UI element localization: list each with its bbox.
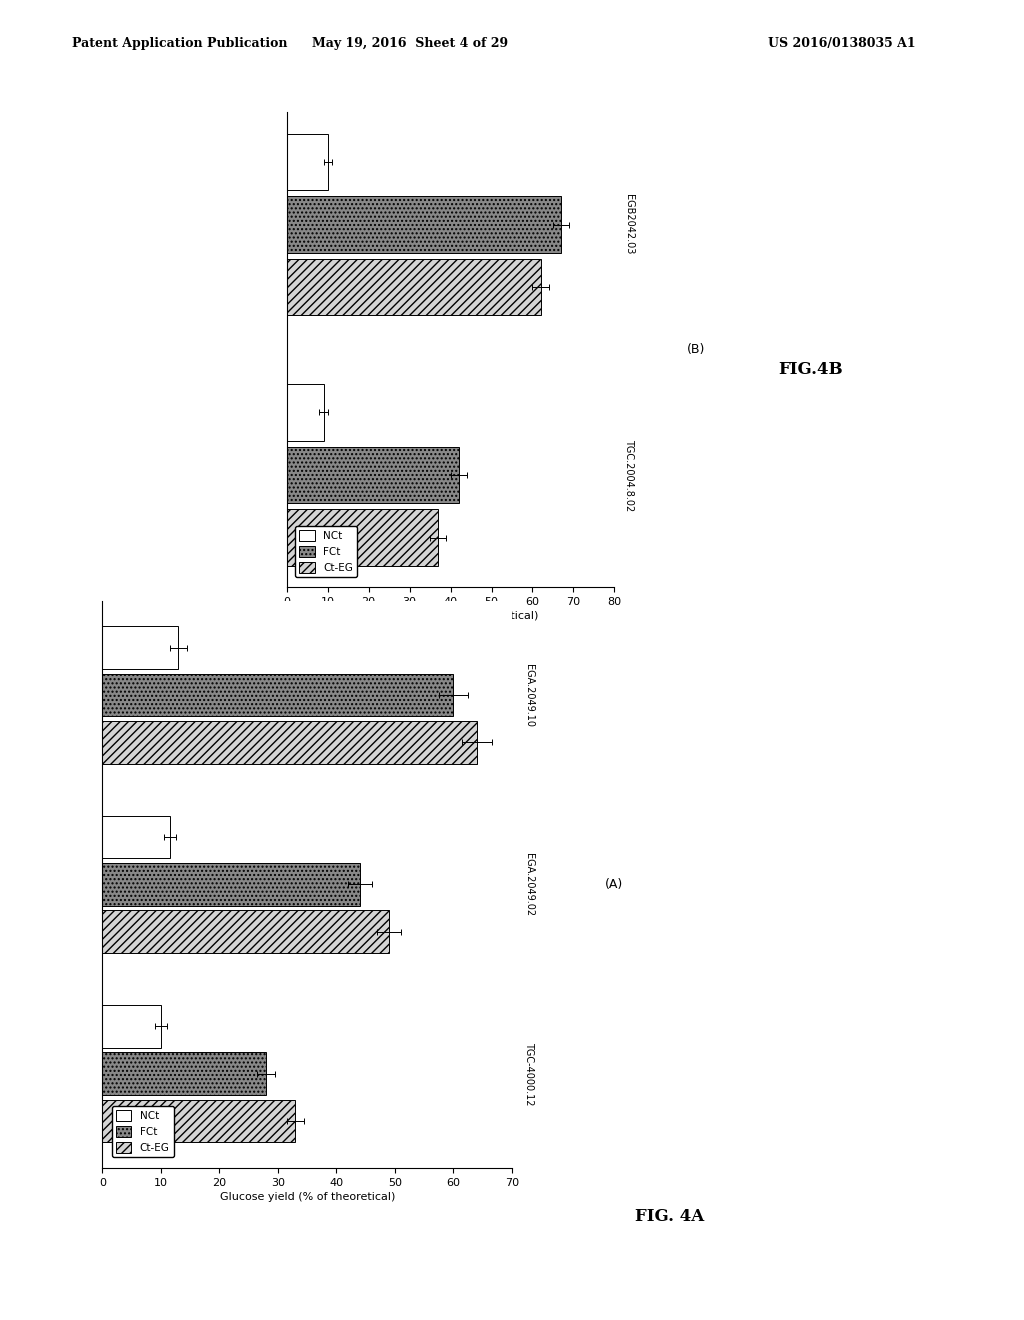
Text: TGC.2004.8.02: TGC.2004.8.02 [625,438,634,511]
Text: EGB2042.03: EGB2042.03 [625,194,634,255]
Bar [102,816,170,858]
Text: (A): (A) [605,878,624,891]
Bar [102,721,477,764]
Text: FIG. 4A: FIG. 4A [635,1208,705,1225]
Bar [102,1100,296,1142]
Bar [287,447,459,503]
Text: FIG.4B: FIG.4B [778,362,843,378]
Text: EGA.2049.10: EGA.2049.10 [524,664,535,726]
Text: (B): (B) [687,343,706,356]
Text: TGC-4000.12: TGC-4000.12 [524,1041,535,1106]
Bar [102,911,389,953]
Bar [287,510,438,566]
Text: US 2016/0138035 A1: US 2016/0138035 A1 [768,37,915,50]
Bar [102,673,454,717]
Bar [102,627,178,669]
Bar [287,197,561,252]
Bar [287,384,324,441]
X-axis label: Glucose yield (% of theoretical): Glucose yield (% of theoretical) [219,1192,395,1203]
Legend: NCt, FCt, Ct-EG: NCt, FCt, Ct-EG [295,527,357,577]
Bar [102,863,359,906]
Text: EGA.2049.02: EGA.2049.02 [524,853,535,916]
Legend: NCt, FCt, Ct-EG: NCt, FCt, Ct-EG [112,1106,174,1158]
Bar [102,1005,161,1048]
Text: May 19, 2016  Sheet 4 of 29: May 19, 2016 Sheet 4 of 29 [311,37,508,50]
Bar [287,259,541,315]
Bar [287,133,328,190]
X-axis label: Glucose yield (% of theoretical): Glucose yield (% of theoretical) [362,611,539,622]
Text: Patent Application Publication: Patent Application Publication [72,37,287,50]
Bar [102,1052,266,1096]
